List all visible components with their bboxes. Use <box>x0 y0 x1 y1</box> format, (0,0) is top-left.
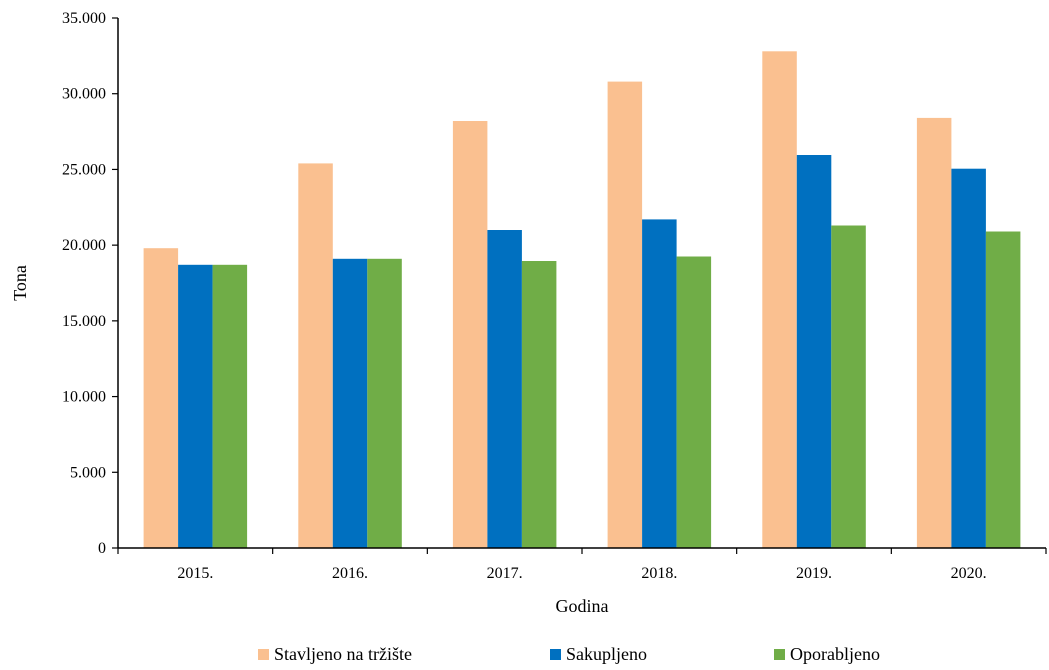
bar-chart: 0 5.000 10.000 15.000 20.000 25.000 30.000 35.0… <box>10 10 1047 616</box>
y-tick-label-3: 15.000 <box>62 313 106 330</box>
bar-4-2 <box>831 225 866 548</box>
bar-5-0 <box>916 117 952 549</box>
bar-1-2 <box>367 258 402 548</box>
bar-0-0 <box>143 248 179 548</box>
bar-2-2 <box>521 261 557 548</box>
legend-swatch-0 <box>258 649 269 660</box>
legend-item-0[interactable]: Stavljeno na tržište <box>258 644 412 665</box>
x-tick-label-3: 2018. <box>641 565 677 582</box>
legend-swatch-2 <box>774 649 785 660</box>
y-tick-label-4: 20.000 <box>62 237 106 254</box>
x-tick-label-0: 2015. <box>177 565 213 582</box>
bar-2-1 <box>487 230 522 548</box>
legend-item-2[interactable]: Oporabljeno <box>774 644 880 665</box>
x-axis-title: Godina <box>556 596 609 616</box>
legend: Stavljeno na tržište Sakupljeno Oporablj… <box>0 644 1049 670</box>
legend-label-0: Stavljeno na tržište <box>274 644 412 664</box>
bar-0-2 <box>212 264 248 548</box>
bar-3-1 <box>642 219 677 548</box>
x-tick-label-1: 2016. <box>332 565 368 582</box>
bar-3-2 <box>676 256 712 548</box>
x-tick-label-2: 2017. <box>487 565 523 582</box>
bar-1-0 <box>298 163 333 548</box>
y-tick-label-6: 30.000 <box>62 86 106 103</box>
x-tick-label-4: 2019. <box>796 565 832 582</box>
y-tick-label-7: 35.000 <box>62 10 106 27</box>
bars-group <box>143 51 1021 549</box>
legend-label-1: Sakupljeno <box>566 644 647 664</box>
bar-2-0 <box>452 121 488 548</box>
bar-0-1 <box>178 264 213 548</box>
legend-swatch-1 <box>550 649 561 660</box>
y-tick-label-5: 25.000 <box>62 161 106 178</box>
bar-1-1 <box>332 258 368 548</box>
x-tick-label-5: 2020. <box>951 565 987 582</box>
bar-3-0 <box>607 81 643 548</box>
y-tick-label-1: 5.000 <box>70 464 106 481</box>
y-axis-title: Tona <box>10 265 30 301</box>
legend-label-2: Oporabljeno <box>790 644 880 664</box>
bar-5-2 <box>985 231 1021 548</box>
y-tick-label-2: 10.000 <box>62 389 106 406</box>
legend-item-1[interactable]: Sakupljeno <box>550 644 647 665</box>
bar-4-0 <box>762 51 797 549</box>
bar-5-1 <box>951 168 986 548</box>
x-ticks-group: 2015. 2016. 2017. 2018. 2019. 2020. <box>117 548 1047 582</box>
y-tick-label-0: 0 <box>98 540 106 557</box>
y-ticks-group: 0 5.000 10.000 15.000 20.000 25.000 30.000 35.0… <box>62 10 118 557</box>
bar-4-1 <box>796 155 832 548</box>
